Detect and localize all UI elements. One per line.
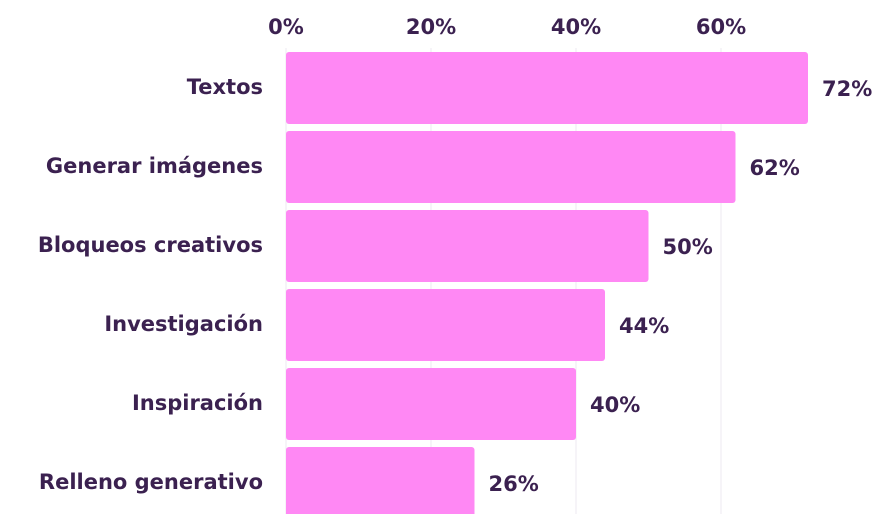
x-tick-label: 0%	[268, 15, 304, 39]
bar	[286, 447, 475, 514]
bar	[286, 131, 736, 203]
bar	[286, 368, 576, 440]
y-tick-label: Textos	[187, 75, 263, 99]
x-tick-label: 60%	[696, 15, 746, 39]
value-label: 40%	[590, 393, 640, 417]
y-tick-label: Bloqueos creativos	[38, 233, 263, 257]
y-tick-label: Inspiración	[132, 391, 263, 415]
x-tick-label: 40%	[551, 15, 601, 39]
value-label: 62%	[750, 156, 800, 180]
bar	[286, 289, 605, 361]
value-label: 50%	[663, 235, 713, 259]
y-tick-label: Generar imágenes	[46, 154, 263, 178]
bar	[286, 52, 808, 124]
y-tick-label: Relleno generativo	[39, 470, 263, 494]
y-tick-label: Investigación	[104, 312, 263, 336]
value-label: 72%	[822, 77, 872, 101]
value-label: 44%	[619, 314, 669, 338]
bar	[286, 210, 649, 282]
value-label: 26%	[489, 472, 539, 496]
x-tick-label: 20%	[406, 15, 456, 39]
